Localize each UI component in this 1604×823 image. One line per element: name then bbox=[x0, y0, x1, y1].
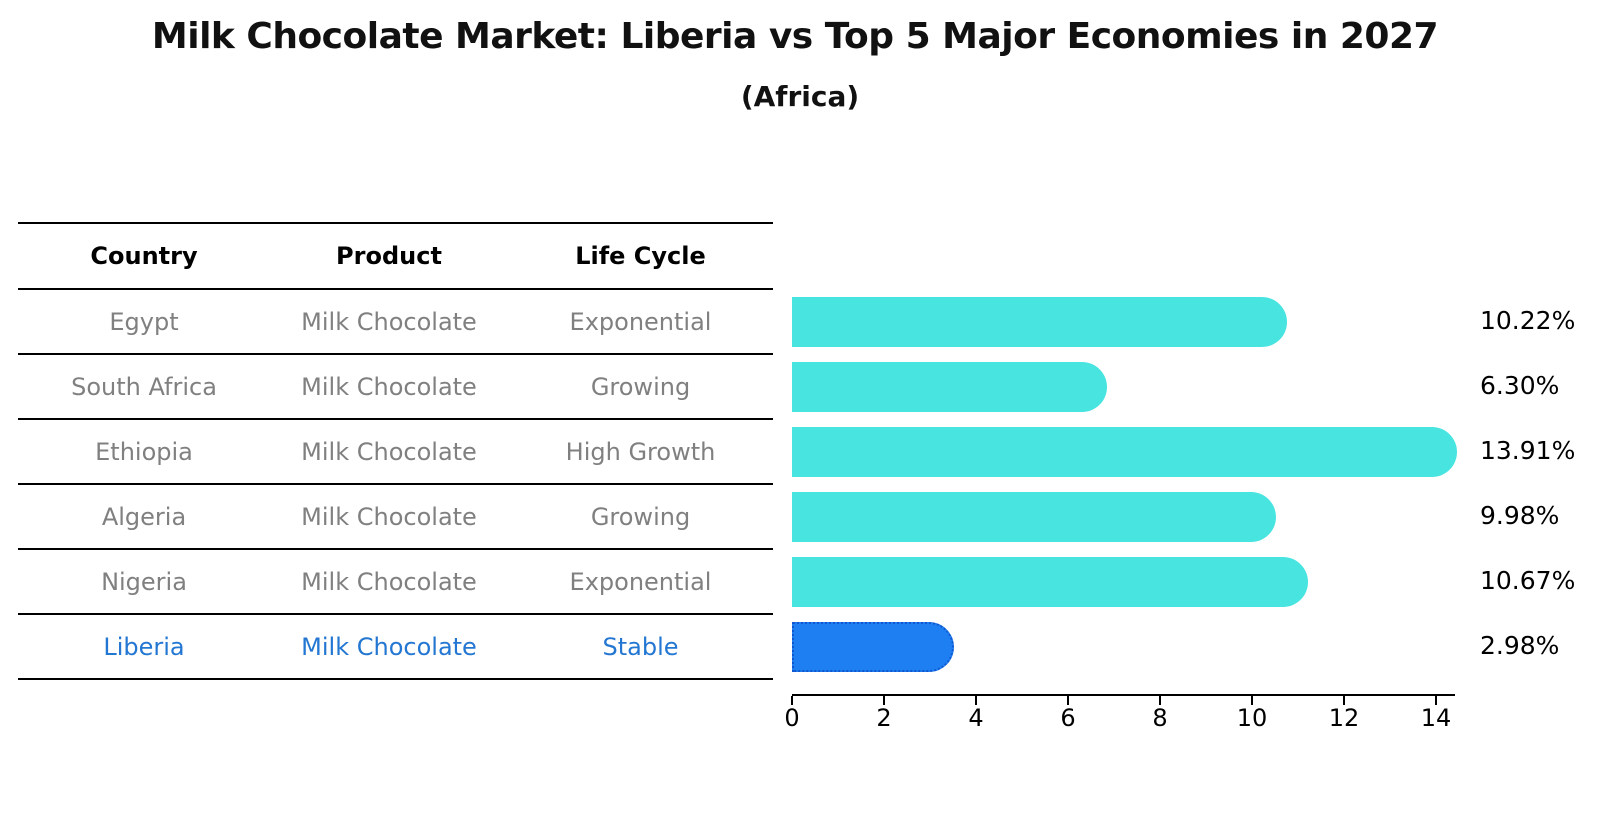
cell-product: Milk Chocolate bbox=[301, 632, 477, 661]
value-label-algeria: 9.98% bbox=[1480, 501, 1560, 530]
value-label-nigeria: 10.67% bbox=[1480, 566, 1576, 595]
x-axis-tick-4 bbox=[975, 696, 977, 705]
cell-country: Liberia bbox=[103, 632, 185, 661]
bar-nigeria bbox=[792, 557, 1308, 607]
x-axis-tick-label-4: 4 bbox=[968, 704, 984, 732]
cell-life-cycle: Stable bbox=[602, 632, 679, 661]
x-axis-tick-2 bbox=[883, 696, 885, 705]
table-header-row: Country Product Life Cycle bbox=[18, 224, 773, 290]
table-row-nigeria: Nigeria Milk Chocolate Exponential bbox=[18, 550, 773, 615]
x-axis-tick-label-14: 14 bbox=[1420, 704, 1452, 732]
bar-egypt bbox=[792, 297, 1287, 347]
table-header-life-cycle: Life Cycle bbox=[575, 242, 706, 270]
data-table: Country Product Life Cycle Egypt Milk Cho… bbox=[18, 222, 773, 680]
x-axis-tick-10 bbox=[1251, 696, 1253, 705]
table-body: Egypt Milk Chocolate Exponential South Afri… bbox=[18, 290, 773, 680]
cell-product: Milk Chocolate bbox=[301, 502, 477, 531]
value-label-egypt: 10.22% bbox=[1480, 306, 1576, 335]
value-label-south-africa: 6.30% bbox=[1480, 371, 1560, 400]
cell-product: Milk Chocolate bbox=[301, 437, 477, 466]
cell-country: Nigeria bbox=[101, 567, 187, 596]
x-axis-tick-8 bbox=[1159, 696, 1161, 705]
x-axis-tick-label-8: 8 bbox=[1152, 704, 1168, 732]
x-axis-tick-6 bbox=[1067, 696, 1069, 705]
bar-south-africa bbox=[792, 362, 1107, 412]
cell-country: Ethiopia bbox=[95, 437, 193, 466]
x-axis-tick-label-6: 6 bbox=[1060, 704, 1076, 732]
bar-ethiopia bbox=[792, 427, 1457, 477]
cell-life-cycle: Growing bbox=[590, 502, 691, 531]
cell-product: Milk Chocolate bbox=[301, 372, 477, 401]
cell-life-cycle: High Growth bbox=[565, 437, 716, 466]
table-row-egypt: Egypt Milk Chocolate Exponential bbox=[18, 290, 773, 355]
cell-country: Algeria bbox=[101, 502, 187, 531]
x-axis-tick-14 bbox=[1435, 696, 1437, 705]
cell-life-cycle: Exponential bbox=[569, 567, 712, 596]
table-row-liberia: Liberia Milk Chocolate Stable bbox=[18, 615, 773, 680]
x-axis-tick-12 bbox=[1343, 696, 1345, 705]
table-header-product: Product bbox=[336, 242, 442, 270]
x-axis-tick-label-2: 2 bbox=[876, 704, 892, 732]
chart-title: Milk Chocolate Market: Liberia vs Top 5 … bbox=[151, 16, 1439, 57]
bar-liberia bbox=[792, 622, 954, 672]
x-axis-tick-label-10: 10 bbox=[1236, 704, 1268, 732]
value-label-liberia: 2.98% bbox=[1480, 631, 1560, 660]
cell-product: Milk Chocolate bbox=[301, 307, 477, 336]
x-axis-line bbox=[792, 694, 1455, 696]
x-axis-tick-0 bbox=[791, 696, 793, 705]
x-axis-tick-label-12: 12 bbox=[1328, 704, 1360, 732]
table-header-country: Country bbox=[90, 242, 198, 270]
cell-product: Milk Chocolate bbox=[301, 567, 477, 596]
cell-country: Egypt bbox=[109, 307, 179, 336]
bar-algeria bbox=[792, 492, 1276, 542]
table-row-ethiopia: Ethiopia Milk Chocolate High Growth bbox=[18, 420, 773, 485]
x-axis-tick-label-0: 0 bbox=[784, 704, 800, 732]
cell-country: South Africa bbox=[71, 372, 217, 401]
chart-subtitle: (Africa) bbox=[740, 80, 860, 113]
cell-life-cycle: Exponential bbox=[569, 307, 712, 336]
value-label-ethiopia: 13.91% bbox=[1480, 436, 1576, 465]
table-row-south-africa: South Africa Milk Chocolate Growing bbox=[18, 355, 773, 420]
table-row-algeria: Algeria Milk Chocolate Growing bbox=[18, 485, 773, 550]
cell-life-cycle: Growing bbox=[590, 372, 691, 401]
